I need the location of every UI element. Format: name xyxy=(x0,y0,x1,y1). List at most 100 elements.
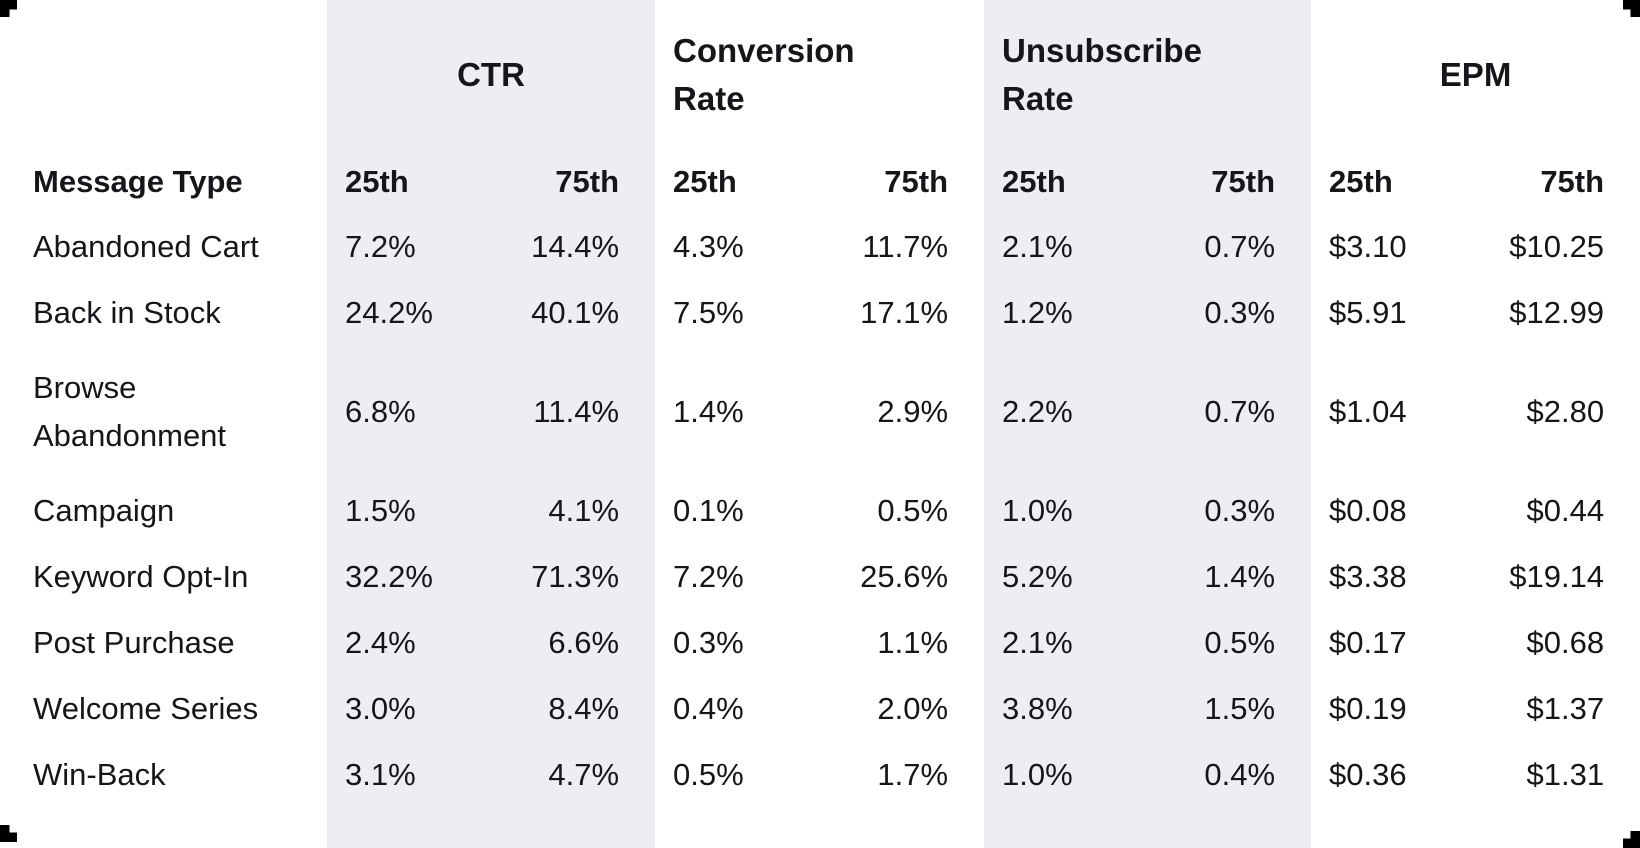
value-cell: 4.3% xyxy=(673,229,744,264)
value-cell: $12.99 xyxy=(1509,295,1605,330)
table-row-back-in-stock: Back in Stock 24.2% 40.1% 7.5% 17.1% 1.2… xyxy=(0,280,1640,346)
value-cell: $3.10 xyxy=(1329,229,1407,264)
unsubscribe-shaded-band xyxy=(984,0,1311,848)
value-cell: 1.4% xyxy=(1204,559,1276,594)
value-cell: $1.37 xyxy=(1526,691,1605,726)
row-label: Browse Abandonment xyxy=(33,369,227,453)
table-row-win-back: Win-Back 3.1% 4.7% 0.5% 1.7% 1.0% 0.4% $… xyxy=(0,742,1640,808)
value-cell: 0.1% xyxy=(673,493,744,528)
value-cell: 11.7% xyxy=(862,229,949,264)
row-label: Keyword Opt-In xyxy=(33,558,249,594)
value-cell: 1.2% xyxy=(1002,295,1073,330)
value-cell: 24.2% xyxy=(345,295,433,330)
value-cell: $0.36 xyxy=(1329,757,1407,792)
value-cell: $10.25 xyxy=(1509,229,1605,264)
value-cell: 2.0% xyxy=(877,691,949,726)
value-cell: 8.4% xyxy=(548,691,620,726)
table-row-abandoned-cart: Abandoned Cart 7.2% 14.4% 4.3% 11.7% 2.1… xyxy=(0,214,1640,280)
column-header-message-type: Message Type xyxy=(33,163,243,199)
value-cell: 0.5% xyxy=(673,757,744,792)
value-cell: 7.2% xyxy=(673,559,744,594)
value-cell: 0.3% xyxy=(673,625,744,660)
group-header-conversion-rate: Conversion Rate xyxy=(673,32,855,117)
value-cell: 1.0% xyxy=(1002,493,1073,528)
row-label: Campaign xyxy=(33,492,175,528)
value-cell: 4.7% xyxy=(548,757,620,792)
value-cell: $1.31 xyxy=(1526,757,1605,792)
crop-corner-bottom-right-mark xyxy=(1623,831,1640,848)
value-cell: 3.8% xyxy=(1002,691,1073,726)
value-cell: 3.1% xyxy=(345,757,416,792)
value-cell: 6.8% xyxy=(345,394,416,429)
value-cell: 0.7% xyxy=(1204,229,1276,264)
table-row-welcome-series: Welcome Series 3.0% 8.4% 0.4% 2.0% 3.8% … xyxy=(0,676,1640,742)
value-cell: 32.2% xyxy=(345,559,433,594)
column-header-epm-75th: 75th xyxy=(1540,164,1605,199)
message-type-stats-table: CTR Conversion Rate Unsubscribe Rate EPM… xyxy=(0,0,1640,808)
value-cell: 14.4% xyxy=(531,229,620,264)
group-header-unsubscribe-rate: Unsubscribe Rate xyxy=(1002,32,1202,117)
column-header-epm-25th: 25th xyxy=(1329,164,1393,199)
value-cell: 1.0% xyxy=(1002,757,1073,792)
value-cell: 0.4% xyxy=(1204,757,1276,792)
value-cell: $0.44 xyxy=(1526,493,1605,528)
value-cell: $0.19 xyxy=(1329,691,1407,726)
column-header-unsubscribe-25th: 25th xyxy=(1002,164,1066,199)
value-cell: 3.0% xyxy=(345,691,416,726)
column-header-ctr-25th: 25th xyxy=(345,164,409,199)
value-cell: 2.1% xyxy=(1002,229,1073,264)
value-cell: 0.3% xyxy=(1204,493,1276,528)
row-label: Post Purchase xyxy=(33,624,235,660)
value-cell: $0.68 xyxy=(1526,625,1605,660)
value-cell: 1.5% xyxy=(1204,691,1276,726)
value-cell: 1.1% xyxy=(877,625,949,660)
row-label: Back in Stock xyxy=(33,294,221,330)
value-cell: $1.04 xyxy=(1329,394,1407,429)
column-header-conversion-25th: 25th xyxy=(673,164,737,199)
table-row-campaign: Campaign 1.5% 4.1% 0.1% 0.5% 1.0% 0.3% $… xyxy=(0,478,1640,544)
value-cell: $19.14 xyxy=(1509,559,1605,594)
value-cell: 2.2% xyxy=(1002,394,1073,429)
row-label: Win-Back xyxy=(33,756,166,792)
value-cell: 0.5% xyxy=(877,493,949,528)
value-cell: 6.6% xyxy=(548,625,620,660)
value-cell: $5.91 xyxy=(1329,295,1407,330)
table-row-post-purchase: Post Purchase 2.4% 6.6% 0.3% 1.1% 2.1% 0… xyxy=(0,610,1640,676)
value-cell: 1.5% xyxy=(345,493,416,528)
crop-corner-bottom-left-mark xyxy=(0,825,17,842)
value-cell: $0.08 xyxy=(1329,493,1407,528)
value-cell: 0.5% xyxy=(1204,625,1276,660)
group-header-row: CTR Conversion Rate Unsubscribe Rate EPM xyxy=(0,0,1640,150)
value-cell: 2.4% xyxy=(345,625,416,660)
value-cell: 25.6% xyxy=(860,559,949,594)
table-row-browse-abandonment: Browse Abandonment 6.8% 11.4% 1.4% 2.9% … xyxy=(0,346,1640,478)
ctr-shaded-band xyxy=(327,0,655,848)
column-header-unsubscribe-75th: 75th xyxy=(1211,164,1276,199)
value-cell: $3.38 xyxy=(1329,559,1407,594)
value-cell: 2.9% xyxy=(877,394,949,429)
table-row-keyword-opt-in: Keyword Opt-In 32.2% 71.3% 7.2% 25.6% 5.… xyxy=(0,544,1640,610)
value-cell: 0.7% xyxy=(1204,394,1276,429)
value-cell: 0.4% xyxy=(673,691,744,726)
column-header-ctr-75th: 75th xyxy=(555,164,620,199)
group-header-ctr: CTR xyxy=(457,56,525,94)
value-cell: 40.1% xyxy=(531,295,620,330)
column-header-conversion-75th: 75th xyxy=(884,164,949,199)
group-header-spacer xyxy=(0,0,327,150)
column-header-row: Message Type 25th 75th 25th 75th 25th 75… xyxy=(0,150,1640,214)
value-cell: 5.2% xyxy=(1002,559,1073,594)
value-cell: 1.7% xyxy=(877,757,949,792)
value-cell: 7.2% xyxy=(345,229,416,264)
value-cell: 4.1% xyxy=(548,493,620,528)
value-cell: 1.4% xyxy=(673,394,744,429)
group-header-epm: EPM xyxy=(1439,56,1512,94)
value-cell: $2.80 xyxy=(1526,394,1605,429)
value-cell: 0.3% xyxy=(1204,295,1276,330)
value-cell: 7.5% xyxy=(673,295,744,330)
row-label: Welcome Series xyxy=(33,690,259,726)
value-cell: 2.1% xyxy=(1002,625,1073,660)
value-cell: $0.17 xyxy=(1329,625,1407,660)
value-cell: 11.4% xyxy=(533,394,620,429)
value-cell: 71.3% xyxy=(531,559,620,594)
